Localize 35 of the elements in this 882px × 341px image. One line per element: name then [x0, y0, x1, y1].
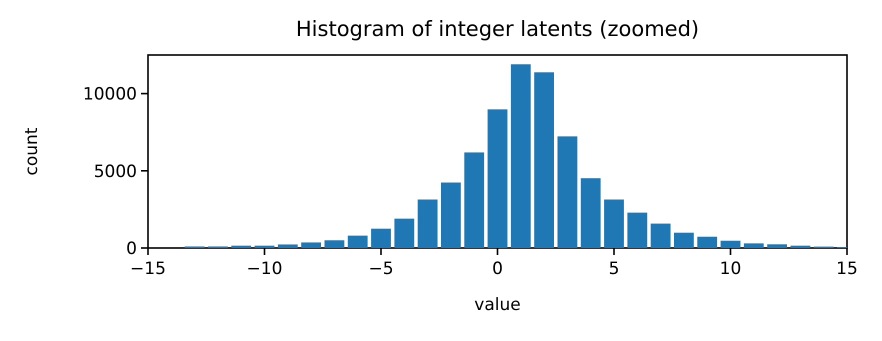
bar: [510, 64, 531, 248]
bar: [697, 236, 718, 248]
bar: [604, 200, 624, 248]
bar: [744, 243, 764, 248]
x-tick-label: 10: [720, 259, 742, 279]
chart-title: Histogram of integer latents (zoomed): [296, 17, 700, 41]
y-tick-label: 5000: [94, 162, 137, 182]
y-tick-label: 10000: [82, 84, 137, 105]
bar: [580, 178, 601, 248]
bar: [348, 236, 368, 248]
y-axis-title: count: [22, 127, 42, 176]
x-tick-label: 0: [492, 259, 503, 279]
bar: [440, 182, 461, 248]
x-tick-label: −10: [246, 259, 282, 279]
bar: [394, 218, 414, 248]
x-tick-label: 15: [836, 259, 858, 279]
bar: [674, 232, 694, 248]
bar: [371, 228, 391, 248]
bar: [278, 244, 298, 248]
bar: [767, 244, 788, 248]
bar: [488, 109, 508, 248]
x-tick-label: −15: [130, 259, 166, 279]
bar: [720, 240, 740, 248]
y-tick-label: 0: [126, 239, 137, 259]
bar: [650, 224, 671, 248]
x-tick-label: 5: [608, 259, 620, 279]
bar: [557, 136, 578, 248]
x-axis-title: value: [474, 295, 521, 315]
bar: [464, 152, 484, 248]
bar: [627, 212, 648, 248]
x-tick-label: −5: [368, 259, 394, 279]
bar: [418, 200, 438, 248]
bar: [534, 72, 554, 248]
bar: [301, 242, 322, 248]
bar: [324, 240, 344, 248]
